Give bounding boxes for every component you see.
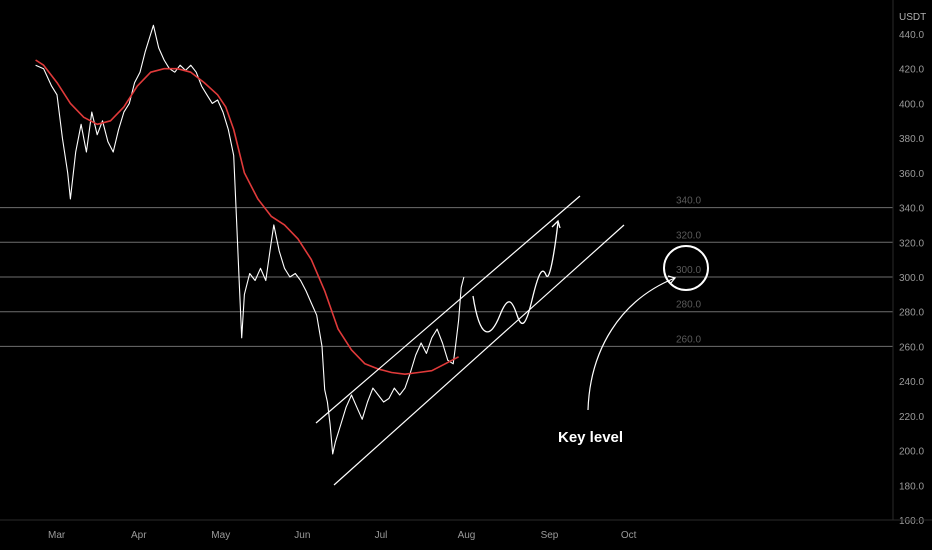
time-axis[interactable]: Mar Apr May Jun Jul Aug Sep Oct [48, 530, 637, 541]
y-tick-label: 420.0 [899, 65, 924, 76]
key-level-label: Key level [558, 429, 623, 446]
y-tick-label: 160.0 [899, 516, 924, 527]
y-tick-label: 240.0 [899, 377, 924, 388]
y-tick-label: 360.0 [899, 169, 924, 180]
x-tick-label: Jun [294, 530, 310, 541]
y-tick-label: 180.0 [899, 481, 924, 492]
y-tick-label: 220.0 [899, 412, 924, 423]
projection-path [472, 219, 561, 333]
ascending-channel [315, 195, 625, 486]
x-tick-label: Mar [48, 530, 66, 541]
price-line [35, 24, 465, 455]
price-axis[interactable]: 160.0 180.0 200.0 220.0 240.0 260.0 280.0 300.0… [899, 30, 924, 527]
y-tick-label: 280.0 [899, 308, 924, 319]
series-group [35, 24, 465, 455]
level-label: 260.0 [676, 334, 701, 345]
x-tick-label: Jul [375, 530, 388, 541]
moving-average-line [35, 59, 459, 376]
projection-curve [472, 221, 559, 333]
projection-arrowhead [551, 219, 561, 229]
y-tick-label: 440.0 [899, 30, 924, 41]
horizontal-level-lines: 340.0 320.0 300.0 280.0 260.0 [0, 196, 893, 347]
x-tick-label: Sep [541, 530, 559, 541]
y-tick-label: 320.0 [899, 238, 924, 249]
x-tick-label: Oct [621, 530, 637, 541]
y-tick-label: 340.0 [899, 204, 924, 215]
key-level-pointer [587, 277, 676, 411]
key-level-marker [587, 245, 709, 411]
y-tick-label: 200.0 [899, 447, 924, 458]
channel-lower-line [333, 224, 625, 486]
level-label: 300.0 [676, 265, 701, 276]
x-tick-label: Apr [131, 530, 147, 541]
key-level-pointer-arrowhead [667, 275, 677, 285]
level-label: 320.0 [676, 230, 701, 241]
y-tick-label: 260.0 [899, 342, 924, 353]
x-tick-label: Aug [458, 530, 476, 541]
channel-upper-line [315, 195, 581, 424]
level-label: 280.0 [676, 300, 701, 311]
price-axis-unit: USDT [899, 12, 926, 23]
level-label: 340.0 [676, 196, 701, 207]
y-tick-label: 400.0 [899, 99, 924, 110]
key-level-circle [663, 245, 709, 291]
x-tick-label: May [211, 530, 230, 541]
y-tick-label: 380.0 [899, 134, 924, 145]
y-tick-label: 300.0 [899, 273, 924, 284]
